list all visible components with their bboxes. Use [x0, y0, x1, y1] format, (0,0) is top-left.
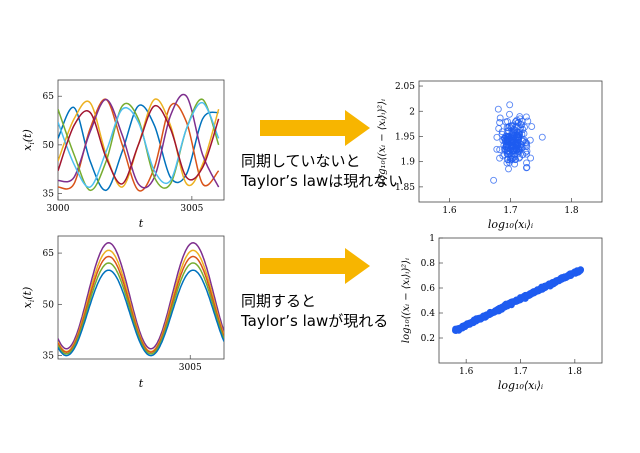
- scatter-point: [506, 158, 513, 166]
- scatter-point: [522, 139, 530, 146]
- series-line-3: [58, 93, 220, 189]
- y-tick-label: 50: [43, 141, 55, 151]
- scatter-point: [522, 113, 530, 121]
- scatter-point: [504, 118, 511, 125]
- y-tick-label: 65: [43, 249, 55, 259]
- x-tick-label: 1.6: [442, 206, 457, 216]
- scatter-point: [509, 143, 517, 151]
- scatter-point: [523, 159, 530, 167]
- y-tick-label: 35: [43, 352, 55, 362]
- scatter-point: [509, 133, 516, 141]
- x-tick-label: 1.7: [513, 367, 528, 377]
- x-axis-label: t: [139, 377, 144, 390]
- series-line-5: [58, 101, 220, 188]
- x-tick-label: 3005: [179, 363, 202, 373]
- x-tick-label: 3000: [47, 204, 70, 214]
- y-tick-label: 1.95: [395, 132, 415, 142]
- scatter-point: [507, 122, 515, 130]
- y-tick-label: 0.2: [421, 334, 435, 344]
- scatter-point: [519, 151, 527, 159]
- scatter-point: [527, 154, 535, 162]
- x-axis-label: log₁₀⟨xᵢ⟩ᵢ: [488, 218, 533, 231]
- plot-bottom-left-timeseries: 3005 35 50 65 t xi(t): [21, 235, 225, 390]
- y-tick-label: 0.4: [421, 309, 436, 319]
- scatter-point: [493, 133, 501, 141]
- scatter-point: [523, 163, 531, 171]
- scatter-point: [496, 114, 504, 122]
- y-tick-label: 0.6: [421, 284, 436, 294]
- y-tick-label: 1.85: [395, 183, 415, 193]
- y-tick-label: 1.9: [401, 158, 416, 168]
- series-line-4: [58, 269, 224, 357]
- scatter-point: [494, 105, 502, 113]
- y-axis-label: xi(t): [21, 287, 36, 308]
- scatter-point: [496, 146, 504, 154]
- scatter-point: [523, 150, 531, 158]
- series-line-3: [58, 262, 224, 355]
- y-tick-label: 50: [43, 300, 55, 310]
- scatter-point: [506, 101, 514, 109]
- scatter-point: [528, 123, 536, 131]
- y-tick-label: 35: [43, 190, 55, 200]
- y-tick-label: 2: [409, 107, 415, 117]
- scatter-point: [511, 146, 519, 154]
- x-axis-label: t: [139, 217, 144, 230]
- scatter-point: [538, 133, 546, 141]
- series-line-0: [58, 242, 224, 350]
- arrow-shape: [260, 248, 370, 284]
- scatter-point: [577, 266, 584, 274]
- scatter-point: [516, 145, 524, 153]
- y-axis-label: xi(t): [21, 129, 36, 150]
- y-tick-label: 2.05: [395, 82, 415, 92]
- scatter-point: [524, 117, 532, 125]
- scatter-point: [506, 110, 513, 118]
- y-tick-label: 0.8: [421, 259, 436, 269]
- scatter-point: [521, 123, 528, 131]
- y-axis-label: log₁₀⟨(xᵢ − ⟨xᵢ⟩ᵢ)²⟩ᵢ: [377, 99, 388, 184]
- caption-bottom-line1: 同期すると: [241, 292, 317, 310]
- scatter-point: [503, 159, 511, 167]
- x-tick-label: 1.7: [503, 206, 518, 216]
- x-tick-label: 1.8: [564, 206, 579, 216]
- scatter-point: [493, 145, 501, 153]
- scatter-point: [500, 141, 508, 149]
- y-axis-label: log₁₀⟨(xᵢ − ⟨xᵢ⟩ᵢ)²⟩ᵢ: [401, 258, 412, 343]
- x-axis-label: log₁₀⟨xᵢ⟩ᵢ: [498, 379, 543, 392]
- plot-top-right-scatter: 1.6 1.7 1.8 1.85 1.9 1.95 2 2.05 log₁₀⟨xᵢ⟩ᵢ log₁₀…: [377, 80, 603, 231]
- arrow-right-icon: [260, 248, 370, 284]
- scatter-point: [511, 153, 519, 161]
- x-tick-label: 1.6: [459, 367, 474, 377]
- caption-top-line1: 同期していないと: [241, 152, 361, 170]
- plot-top-left-timeseries: 3000 3005 35 50 65 t xi(t): [21, 79, 225, 230]
- y-tick-label: 1: [429, 234, 435, 244]
- x-tick-label: 1.8: [568, 367, 583, 377]
- scatter-point: [517, 121, 525, 129]
- scatter-point: [505, 135, 513, 143]
- series-line-6: [58, 104, 220, 185]
- plot-bottom-right-scatter: 1.6 1.7 1.8 0.2 0.4 0.6 0.8 1 log₁₀⟨xᵢ⟩ᵢ log₁₀⟨(x…: [401, 234, 603, 392]
- caption-top-line2: Taylor’s lawは現れない: [241, 172, 404, 190]
- scatter-point: [490, 176, 498, 184]
- scatter-point: [505, 133, 513, 141]
- scatter-point: [515, 154, 523, 162]
- scatter-point: [523, 139, 531, 147]
- scatter-point: [499, 152, 507, 160]
- arrow-right-icon: [260, 110, 370, 146]
- caption-bottom-line2: Taylor’s lawが現れる: [241, 312, 389, 330]
- scatter-point: [515, 146, 523, 154]
- scatter-point: [504, 134, 512, 142]
- x-tick-label: 3005: [180, 204, 203, 214]
- arrow-shape: [260, 110, 370, 146]
- y-tick-label: 65: [43, 92, 55, 102]
- scatter-point: [498, 128, 506, 136]
- series-line-2: [58, 255, 224, 353]
